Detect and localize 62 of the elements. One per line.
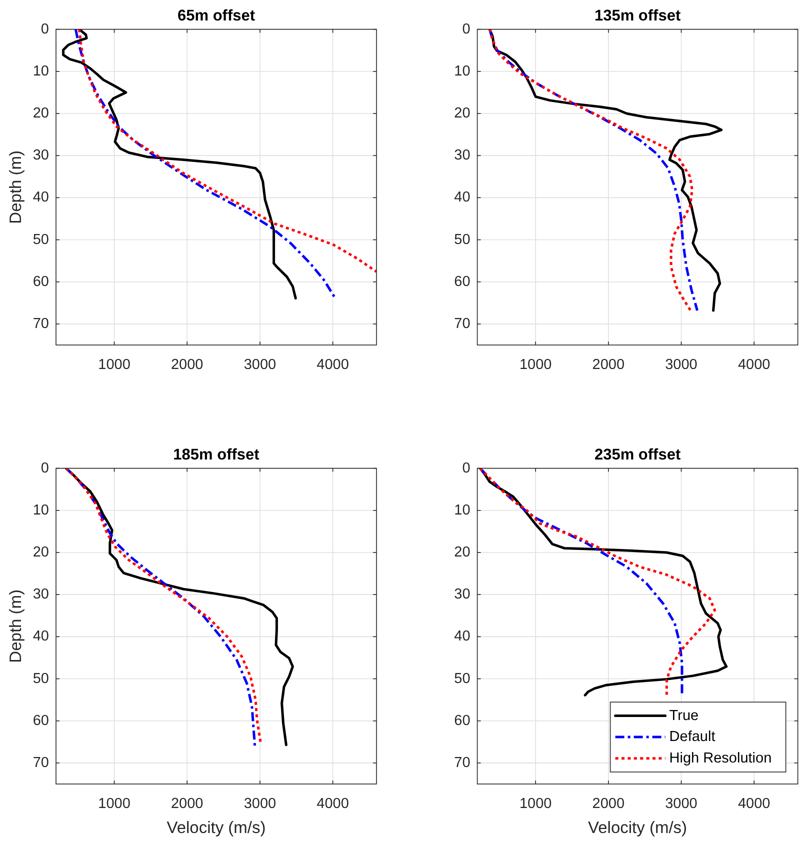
line-series	[74, 29, 336, 300]
y-tick-label: 10	[32, 63, 49, 80]
x-tick-label: 1000	[98, 796, 130, 812]
x-tick-label: 3000	[665, 357, 698, 373]
x-tick-label: 2000	[592, 796, 625, 812]
x-tick-label: 2000	[170, 357, 204, 373]
y-tick-label: 0	[40, 460, 49, 476]
y-tick-label: 60	[32, 712, 49, 729]
y-tick-label: 0	[462, 21, 470, 38]
y-tick-label: 70	[32, 316, 49, 332]
y-tick-label: 20	[32, 544, 49, 560]
legend-label: High Resolution	[669, 750, 772, 766]
y-tick-label: 10	[454, 63, 470, 80]
y-tick-label: 20	[454, 105, 470, 122]
y-tick-label: 30	[454, 148, 470, 164]
y-tick-label: 40	[454, 628, 470, 645]
y-tick-label: 40	[32, 190, 49, 206]
y-tick-label: 60	[32, 274, 49, 290]
chart-title: 65m offset	[177, 7, 256, 24]
y-tick-label: 10	[32, 502, 49, 518]
y-axis-title: Depth (m)	[7, 150, 25, 224]
y-tick-label: 40	[32, 628, 49, 645]
x-tick-label: 3000	[665, 796, 698, 812]
x-tick-label: 4000	[738, 357, 770, 373]
x-tick-label: 2000	[592, 357, 625, 373]
chart-title: 135m offset	[594, 7, 681, 24]
line-series	[62, 29, 297, 300]
x-tick-label: 1000	[519, 796, 552, 812]
y-tick-label: 30	[32, 586, 49, 603]
x-axis-title: Velocity (m/s)	[166, 819, 266, 837]
x-tick-label: 2000	[170, 796, 204, 812]
x-tick-label: 1000	[519, 357, 552, 373]
chart-title: 235m offset	[594, 446, 681, 464]
y-tick-label: 40	[454, 190, 470, 206]
y-tick-label: 50	[454, 670, 470, 687]
y-tick-label: 0	[462, 460, 470, 476]
y-tick-label: 70	[32, 754, 49, 771]
y-tick-label: 10	[454, 502, 470, 518]
y-tick-label: 50	[32, 670, 49, 687]
y-tick-label: 20	[32, 105, 49, 122]
chart-title: 185m offset	[173, 446, 260, 464]
x-tick-label: 4000	[316, 357, 349, 373]
x-tick-label: 4000	[316, 796, 349, 812]
y-tick-label: 20	[454, 544, 470, 560]
y-tick-label: 30	[454, 586, 470, 603]
y-tick-label: 60	[454, 274, 470, 290]
x-tick-label: 3000	[244, 357, 276, 373]
y-tick-label: 0	[40, 21, 49, 38]
legend-label: Default	[669, 729, 716, 746]
x-tick-label: 3000	[244, 796, 276, 812]
y-tick-label: 50	[454, 232, 470, 248]
line-series	[78, 29, 376, 274]
y-axis-title: Depth (m)	[7, 589, 25, 663]
legend-label: True	[669, 708, 699, 724]
y-tick-label: 50	[32, 232, 49, 248]
x-tick-label: 4000	[738, 796, 770, 812]
x-tick-label: 1000	[98, 357, 130, 373]
y-tick-label: 70	[454, 754, 470, 771]
y-tick-label: 60	[454, 712, 470, 729]
y-tick-label: 70	[454, 316, 470, 332]
y-tick-label: 30	[32, 148, 49, 164]
x-axis-title: Velocity (m/s)	[588, 819, 688, 837]
